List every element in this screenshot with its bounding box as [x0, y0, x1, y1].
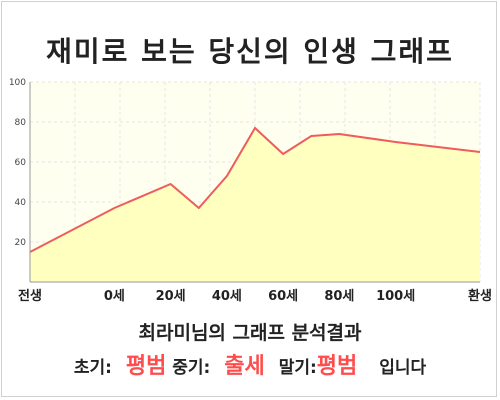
- life-line: [29, 126, 481, 253]
- x-tick-label: 100세: [376, 289, 415, 304]
- analysis-result: 초기: 평범 중기: 출세 말기:평범 입니다: [0, 348, 500, 380]
- y-tick-label: 60: [15, 158, 27, 168]
- chart-title: 재미로 보는 당신의 인생 그래프: [46, 35, 454, 68]
- mid-label: 중기:: [172, 358, 211, 378]
- x-tick-label: 전생: [18, 288, 42, 304]
- x-tick-label: 20세: [156, 289, 186, 304]
- life-area: [30, 128, 480, 282]
- result-suffix: 입니다: [379, 358, 427, 378]
- early-value: 평범: [125, 354, 167, 379]
- x-tick-label: 60세: [268, 289, 298, 304]
- late-value: 평범: [316, 354, 358, 379]
- y-tick-label: 100: [9, 78, 26, 88]
- y-tick-labels: 20 40 60 80 100: [9, 78, 26, 248]
- y-tick-label: 20: [15, 238, 27, 248]
- mid-value: 출세: [224, 354, 265, 379]
- x-tick-label: 40세: [212, 289, 242, 304]
- analysis-summary: 최라미님의 그래프 분석결과: [138, 322, 362, 344]
- early-label: 초기:: [73, 358, 112, 378]
- x-tick-label: 0세: [104, 289, 125, 304]
- x-tick-labels: 전생 0세 20세 40세 60세 80세 100세 환생: [18, 288, 492, 304]
- x-tick-label: 80세: [324, 289, 354, 304]
- y-tick-label: 40: [15, 198, 27, 208]
- x-tick-label: 환생: [468, 288, 492, 304]
- y-tick-label: 80: [15, 118, 27, 128]
- late-label: 말기:: [278, 358, 317, 378]
